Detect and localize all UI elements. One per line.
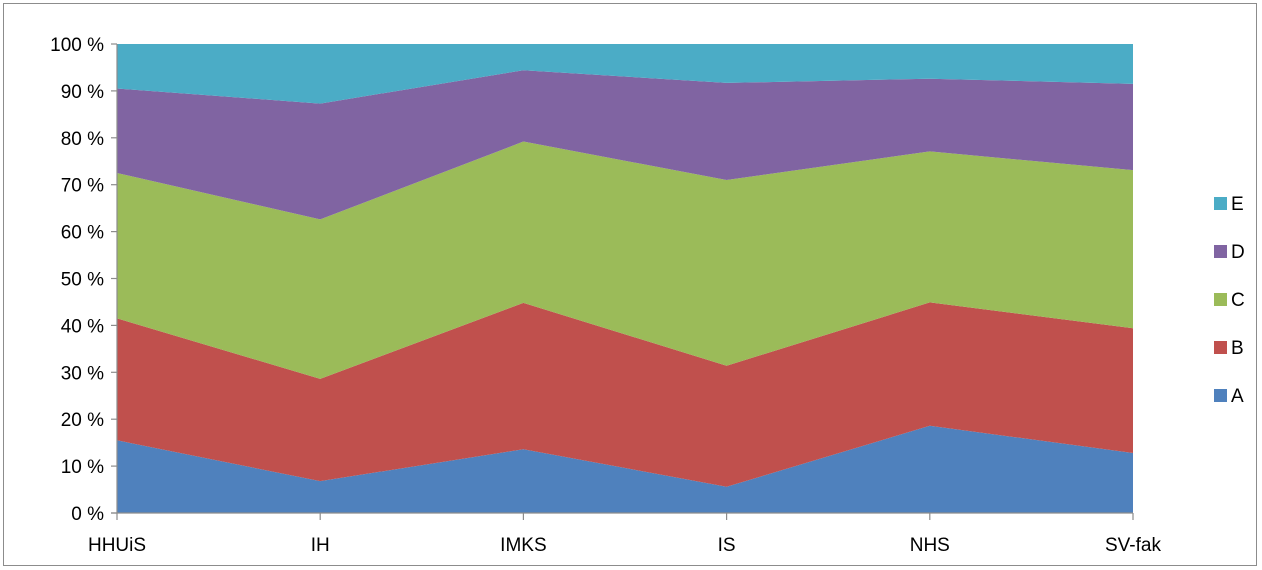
y-tick-label: 100 % (50, 35, 104, 56)
area-series-d (117, 70, 1133, 220)
x-category-label: IS (718, 535, 736, 556)
area-series-e (117, 44, 1133, 104)
x-category-label: NHS (910, 535, 950, 556)
area-series-b (117, 302, 1133, 487)
y-tick-label: 50 % (61, 270, 104, 291)
legend-label-b: B (1231, 338, 1244, 359)
y-tick-label: 0 % (71, 504, 104, 525)
plot-areas (117, 44, 1133, 513)
legend: E D C B A (1214, 194, 1245, 407)
y-tick-label: 60 % (61, 223, 104, 244)
legend-swatch-b (1214, 341, 1227, 354)
x-category-label: IMKS (500, 535, 546, 556)
area-series-a (117, 425, 1133, 513)
y-axis-ticks: 0 % 10 % 20 % 30 % 40 % 50 % 60 % 70 % 80 % 90 % 1… (50, 35, 117, 525)
x-axis-ticks: HHUiS IH IMKS IS NHS SV-fak (88, 513, 1161, 556)
y-tick-label: 90 % (61, 82, 104, 103)
y-tick-label: 40 % (61, 316, 104, 337)
legend-label-a: A (1231, 386, 1244, 407)
legend-label-c: C (1231, 290, 1245, 311)
y-tick-label: 70 % (61, 176, 104, 197)
y-tick-label: 80 % (61, 129, 104, 150)
y-tick-label: 20 % (61, 410, 104, 431)
y-tick-label: 10 % (61, 457, 104, 478)
area-series-c (117, 141, 1133, 379)
x-category-label: HHUiS (88, 535, 146, 556)
legend-label-d: D (1231, 242, 1245, 263)
legend-swatch-d (1214, 245, 1227, 258)
x-category-label: IH (311, 535, 330, 556)
x-category-label: SV-fak (1105, 535, 1161, 556)
legend-swatch-e (1214, 197, 1227, 210)
legend-label-e: E (1231, 194, 1244, 215)
y-tick-label: 30 % (61, 363, 104, 384)
legend-swatch-c (1214, 293, 1227, 306)
legend-swatch-a (1214, 389, 1227, 402)
